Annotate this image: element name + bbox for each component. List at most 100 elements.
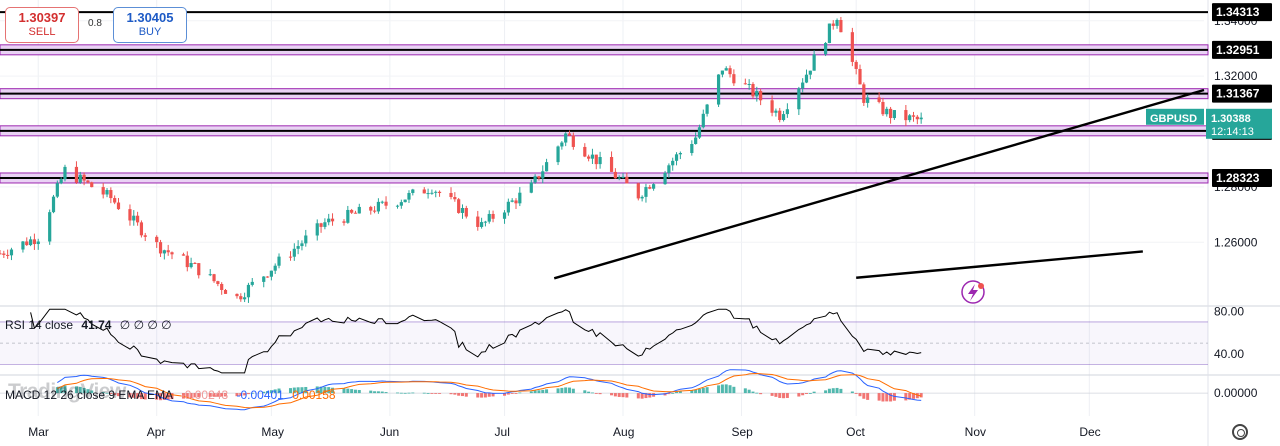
candle-body: [403, 199, 407, 203]
candle-body: [491, 213, 495, 219]
time-axis-tick-label: Dec: [1079, 425, 1100, 439]
macd-histogram-bar: [457, 393, 461, 396]
macd-histogram-bar: [346, 388, 350, 394]
candle-body: [319, 223, 323, 227]
last-price-tag: [1206, 108, 1272, 139]
symbol-tag: [1146, 108, 1204, 125]
macd-histogram-bar: [541, 389, 545, 394]
buy-button[interactable]: 1.30405 BUY: [113, 7, 187, 43]
macd-histogram-bar: [728, 385, 732, 394]
macd-histogram-bar: [193, 393, 197, 398]
macd-histogram-bar: [300, 387, 304, 394]
candle-body: [510, 200, 514, 202]
candle-body: [812, 54, 816, 71]
macd-histogram-bar: [139, 393, 143, 400]
settings-icon[interactable]: [1232, 424, 1248, 440]
time-axis-tick-label: Oct: [846, 425, 865, 439]
macd-histogram-bar: [919, 393, 923, 398]
candle-body: [835, 19, 839, 26]
macd-histogram-bar: [564, 387, 568, 394]
macd-histogram-bar: [189, 393, 193, 398]
macd-histogram-bar: [545, 389, 549, 394]
macd-histogram-bar: [78, 386, 82, 394]
macd-histogram-bar: [224, 393, 228, 397]
candle-body: [327, 218, 331, 223]
candle-body: [166, 250, 170, 253]
buy-price: 1.30405: [126, 10, 174, 25]
macd-axis-tick-label: 0.00000: [1214, 386, 1258, 400]
rsi-placeholder: ∅: [161, 318, 172, 332]
candle-body: [48, 212, 52, 242]
macd-histogram-bar: [331, 387, 335, 394]
candle-body: [690, 144, 694, 154]
macd-histogram-bar: [239, 393, 243, 396]
macd-histogram-bar: [854, 393, 858, 394]
sell-button[interactable]: 1.30397 SELL: [5, 7, 79, 43]
candle-body: [109, 190, 113, 199]
macd-histogram-bar: [269, 390, 273, 394]
macd-histogram-bar: [694, 389, 698, 394]
spread-value: 0.8: [88, 18, 102, 29]
macd-histogram-bar: [774, 393, 778, 397]
macd-histogram-bar: [113, 393, 117, 396]
macd-histogram-bar: [266, 391, 270, 394]
macd-histogram-bar: [827, 388, 831, 394]
candle-body: [437, 191, 442, 193]
candle-body: [674, 154, 679, 161]
macd-histogram-bar: [503, 393, 507, 396]
candle-body: [86, 180, 90, 183]
candle-body: [449, 192, 453, 198]
macd-histogram-bar: [407, 392, 411, 394]
candle-body: [854, 61, 858, 69]
macd-histogram-bar: [476, 393, 480, 398]
candle-body: [640, 196, 644, 199]
macd-histogram-bar: [63, 385, 67, 394]
macd-signal-value: 0.00158: [292, 388, 336, 402]
candle-body: [460, 207, 465, 213]
candle-body: [139, 222, 144, 236]
candle-body: [533, 176, 537, 183]
macd-histogram-bar: [109, 393, 113, 395]
candle-body: [567, 133, 572, 136]
candle-body: [384, 201, 388, 206]
macd-histogram-bar: [426, 393, 430, 394]
candle-body: [518, 192, 522, 204]
candle-body: [892, 110, 896, 119]
macd-histogram-bar: [369, 390, 373, 394]
candle-body: [594, 154, 598, 165]
macd-legend[interactable]: MACD 12 26 close 9 EMA EMA -0.00243 -0.0…: [5, 388, 336, 402]
candle-body: [808, 70, 812, 75]
symbol-tag-label: GBPUSD: [1150, 113, 1197, 125]
macd-histogram-bar: [212, 393, 216, 397]
macd-histogram-bar: [116, 393, 120, 397]
candle-body: [590, 154, 595, 159]
candle-body: [223, 289, 228, 294]
macd-histogram-bar: [380, 391, 384, 394]
candle-body: [613, 171, 617, 179]
candle-body: [250, 281, 254, 285]
candle-body: [430, 192, 434, 194]
macd-histogram-bar: [296, 387, 300, 394]
candle-body: [728, 68, 732, 75]
macd-histogram-bar: [697, 388, 701, 394]
macd-histogram-bar: [770, 393, 774, 396]
candle-body: [2, 253, 6, 255]
macd-line: [57, 369, 922, 411]
candle-body: [185, 255, 189, 268]
macd-histogram-bar: [613, 393, 617, 397]
macd-histogram-bar: [235, 393, 239, 397]
candle-body: [235, 293, 239, 297]
candle-body: [911, 115, 916, 117]
candle-body: [0, 253, 2, 255]
candle-body: [128, 209, 132, 221]
macd-histogram-bar: [908, 393, 912, 400]
macd-histogram-bar: [246, 393, 250, 395]
macd-histogram-bar: [55, 387, 59, 394]
candle-body: [850, 32, 854, 62]
candle-body: [759, 91, 763, 101]
candle-body: [537, 176, 541, 179]
candle-body: [877, 97, 881, 102]
rsi-legend[interactable]: RSI 14 close 41.74 ∅ ∅ ∅ ∅: [5, 318, 172, 332]
